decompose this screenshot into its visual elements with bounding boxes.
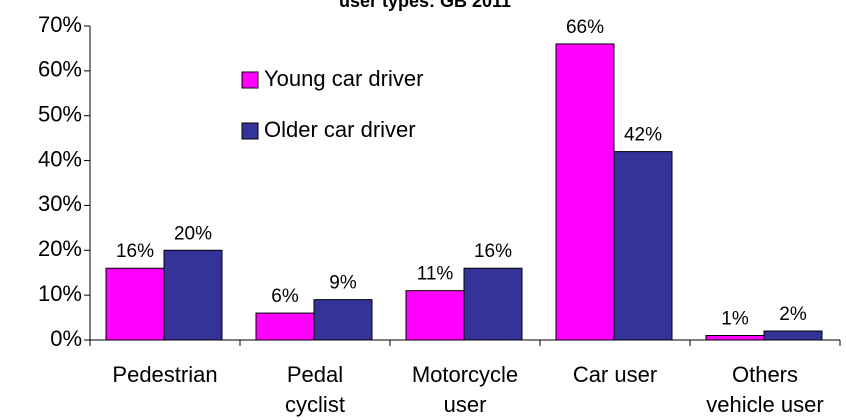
legend-swatch (241, 71, 259, 89)
bar (163, 249, 223, 341)
bar (763, 330, 823, 341)
value-label: 2% (779, 304, 807, 325)
bar (255, 312, 315, 341)
value-label: 16% (116, 241, 154, 262)
bar (463, 267, 523, 341)
chart-title: user types: GB 2011 (339, 0, 511, 11)
value-label: 20% (174, 223, 212, 244)
y-tick-label: 30% (38, 191, 82, 216)
bar (613, 151, 673, 341)
y-tick-label: 40% (38, 146, 82, 171)
value-label: 6% (271, 286, 299, 307)
bar (555, 43, 615, 341)
bar (105, 267, 165, 341)
bar (405, 290, 465, 341)
y-tick-label: 70% (38, 12, 82, 37)
x-tick-label: Motorcycle user (411, 362, 519, 417)
x-tick-label: Pedal cyclist (285, 362, 345, 417)
value-label: 16% (474, 241, 512, 262)
bar (705, 335, 765, 341)
legend-swatch (241, 122, 259, 140)
value-label: 11% (417, 264, 454, 285)
value-label: 66% (566, 17, 604, 38)
x-tick-label: Car user (572, 362, 658, 387)
value-label: 1% (721, 309, 749, 330)
legend-label: Young car driver (264, 66, 423, 91)
y-tick-label: 60% (38, 57, 82, 82)
y-tick-label: 0% (50, 326, 82, 351)
bar (313, 299, 373, 341)
x-tick-label: Pedestrian (112, 362, 218, 387)
value-label: 9% (329, 273, 357, 294)
legend-label: Older car driver (264, 117, 416, 142)
value-label: 42% (624, 125, 662, 146)
y-tick-label: 10% (38, 281, 82, 306)
y-tick-label: 20% (38, 236, 82, 261)
x-tick-label: Others vehicle user (706, 362, 824, 417)
y-tick-label: 50% (38, 102, 82, 127)
